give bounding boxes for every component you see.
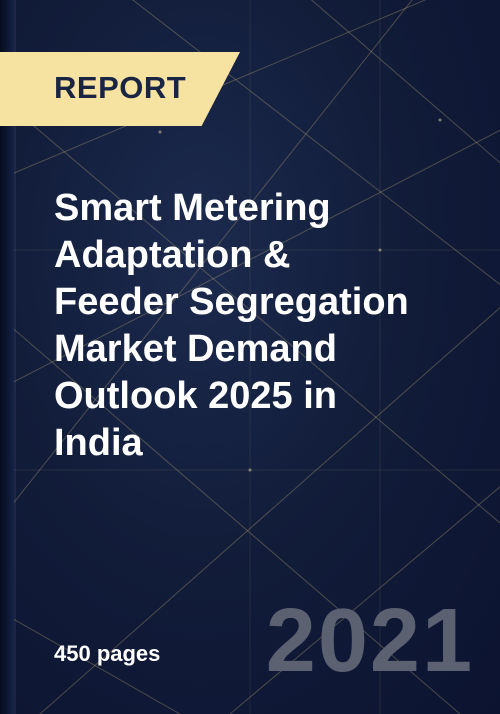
book-spine-edge — [14, 0, 16, 714]
book-spine-shadow — [0, 0, 14, 714]
page-count: 450 pages — [54, 641, 161, 666]
report-title: Smart Metering Adaptation & Feeder Segre… — [54, 187, 409, 464]
report-badge-label: REPORT — [54, 70, 187, 105]
report-badge — [0, 52, 240, 126]
publication-year: 2021 — [265, 591, 474, 691]
